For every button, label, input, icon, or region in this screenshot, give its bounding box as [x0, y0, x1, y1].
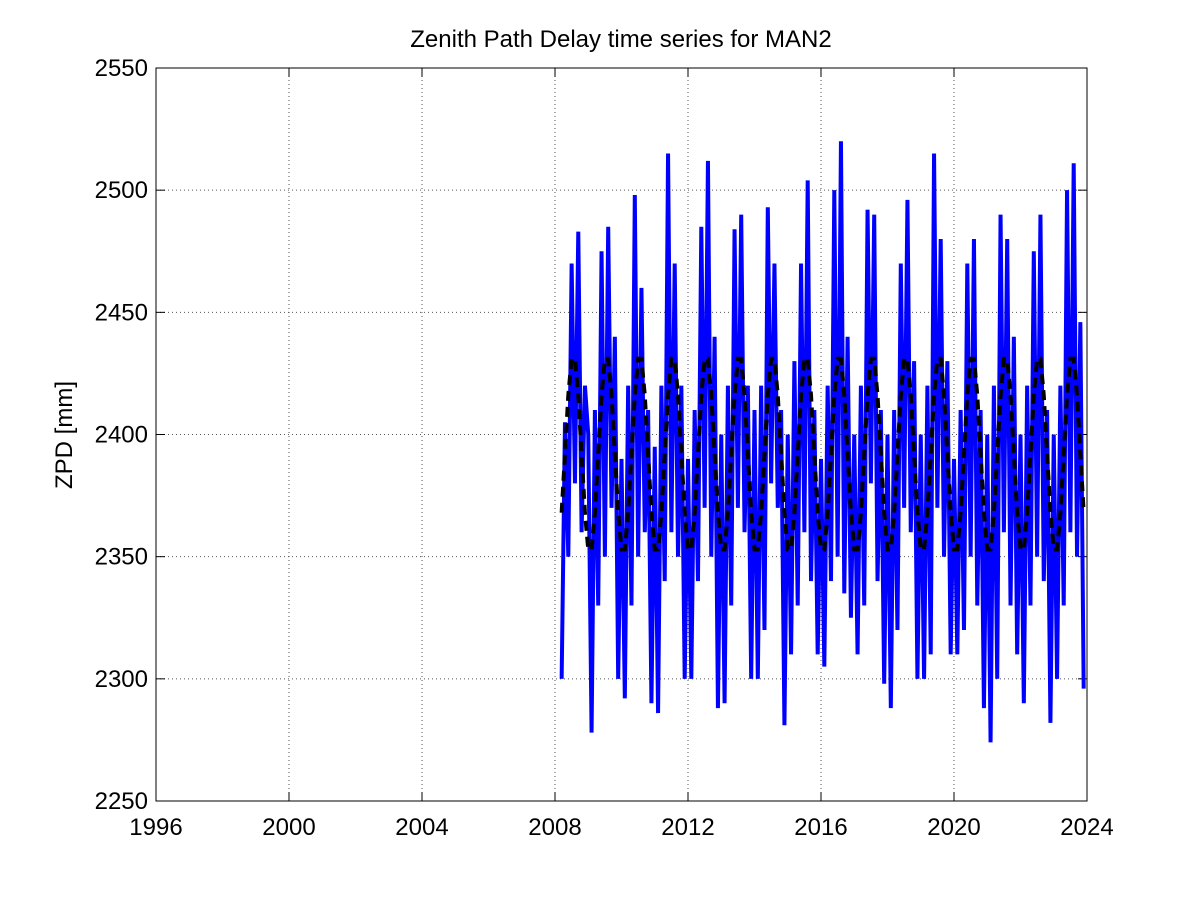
plot-frame — [155, 67, 1088, 802]
x-tick-label: 1996 — [129, 814, 182, 841]
y-tick-label: 2400 — [95, 422, 148, 449]
y-axis-label: ZPD [mm] — [51, 381, 78, 489]
y-tick-label: 2550 — [95, 55, 148, 82]
x-tick-label: 2024 — [1060, 814, 1113, 841]
x-tick-label: 2004 — [395, 814, 448, 841]
x-tick-label: 2008 — [528, 814, 581, 841]
data-line — [559, 141, 1086, 743]
x-tick-label: 2000 — [262, 814, 315, 841]
model-line — [559, 356, 1086, 552]
chart-title: Zenith Path Delay time series for MAN2 — [410, 26, 832, 53]
y-tick-label: 2450 — [95, 299, 148, 326]
y-tick-label: 2350 — [95, 544, 148, 571]
x-tick-label: 2020 — [927, 814, 980, 841]
y-tick-label: 2300 — [95, 666, 148, 693]
y-tick-label: 2250 — [95, 788, 148, 815]
y-tick-label: 2500 — [95, 177, 148, 204]
x-tick-label: 2016 — [794, 814, 847, 841]
x-tick-label: 2012 — [661, 814, 714, 841]
